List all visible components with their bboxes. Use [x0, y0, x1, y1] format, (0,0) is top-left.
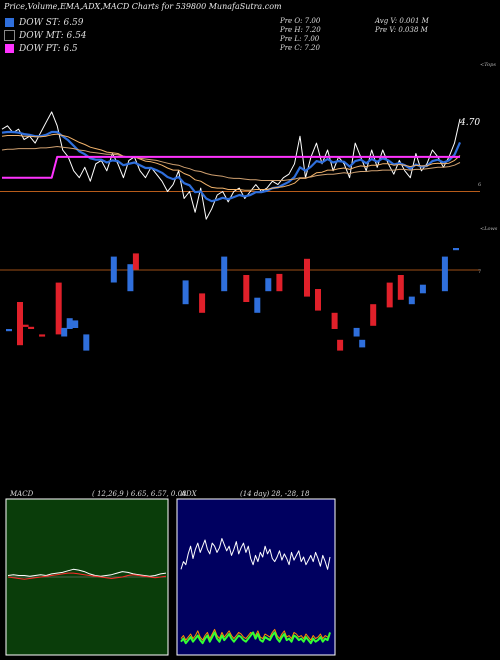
volume-bar	[72, 320, 79, 328]
volume-bar	[221, 256, 228, 292]
legend-dow-pt: DOW PT: 6.5	[4, 43, 78, 54]
volume-bar	[265, 278, 272, 292]
legend-label: DOW MT: 6.54	[19, 30, 87, 41]
adx-lines	[180, 538, 331, 645]
volume-bar	[182, 280, 189, 305]
legend-swatch	[4, 30, 15, 41]
adx-series-adx	[180, 538, 331, 570]
volume-bar	[419, 284, 426, 294]
volume-bar	[254, 297, 261, 313]
stat-pre-close: Pre C: 7.20	[280, 44, 320, 52]
volume-bar	[83, 334, 90, 351]
price-series-price	[1, 111, 461, 220]
stat-pre-low: Pre L: 7.00	[280, 35, 320, 43]
adx-series-minus-di	[180, 631, 331, 645]
price-panel: 4.70 <Tops <Lows 6	[0, 62, 498, 232]
adx-title: ADX	[181, 490, 197, 498]
page-title: Price,Volume,EMA,ADX,MACD Charts for 539…	[4, 2, 282, 11]
volume-bar	[243, 275, 250, 302]
volume-bar	[408, 296, 415, 305]
volume-bar	[39, 334, 46, 337]
volume-bar	[61, 327, 68, 337]
price-series-dow-pt	[2, 155, 460, 179]
volume-bar	[386, 282, 393, 308]
volume-bar	[28, 326, 35, 329]
price-series-ema-long	[1, 146, 461, 181]
volume-bar	[337, 339, 344, 351]
volume-bar	[453, 248, 459, 251]
legend-dow-mt: DOW MT: 6.54	[4, 30, 87, 41]
volume-bar	[55, 282, 62, 335]
volume-bar	[132, 253, 139, 270]
last-price-label: 4.70	[459, 118, 480, 128]
volume-bar	[6, 329, 12, 332]
volume-bar	[276, 273, 283, 292]
stat-avg-volume: Avg V: 0.001 M	[375, 17, 429, 25]
volume-bar	[66, 318, 73, 329]
volume-bar	[127, 264, 134, 292]
stats-volume: Avg V: 0.001 M Pre V: 0.038 M	[375, 17, 429, 35]
volume-bar	[17, 302, 23, 346]
volume-bar	[359, 339, 366, 348]
macd-series-signal	[7, 572, 167, 580]
lows-label: <Lows	[480, 226, 498, 232]
volume-bar	[331, 312, 338, 329]
legend-label: DOW ST: 6.59	[19, 17, 84, 28]
legend-label: DOW PT: 6.5	[19, 43, 78, 54]
stat-pre-open: Pre O: 7.00	[280, 17, 321, 25]
adx-params: (14 day) 28, -28, 18	[240, 490, 310, 498]
volume-bar	[353, 327, 360, 337]
volume-bar	[397, 275, 404, 300]
price-series-ema-short	[1, 130, 462, 203]
tops-label: <Tops	[480, 62, 496, 68]
volume-bar	[304, 258, 310, 297]
macd-params: ( 12,26,9 ) 6.65, 6.57, 0.08	[92, 490, 187, 498]
volume-panel: 7	[0, 248, 481, 351]
stat-pre-volume: Pre V: 0.038 M	[375, 26, 428, 34]
volume-reference-mark: 7	[478, 269, 481, 275]
adx-series-plus-di	[180, 628, 331, 641]
legend-swatch	[4, 43, 15, 54]
stats-pre-values: Pre O: 7.00 Pre H: 7.20 Pre L: 7.00 Pre …	[280, 17, 321, 53]
volume-bar	[315, 289, 321, 311]
volume-bar	[22, 324, 29, 327]
price-series-ema-mid	[1, 133, 461, 191]
volume-bar	[441, 256, 448, 292]
macd-title: MACD	[10, 490, 34, 498]
reference-mark: 6	[478, 182, 481, 188]
stat-pre-high: Pre H: 7.20	[280, 26, 321, 34]
volume-bar	[370, 304, 377, 326]
legend-swatch	[4, 17, 15, 28]
volume-bar	[110, 256, 117, 283]
macd-lines	[7, 568, 167, 580]
adx-panel	[176, 498, 336, 656]
volume-bar	[199, 293, 206, 313]
macd-series-macd	[7, 568, 167, 577]
legend-dow-st: DOW ST: 6.59	[4, 17, 84, 28]
